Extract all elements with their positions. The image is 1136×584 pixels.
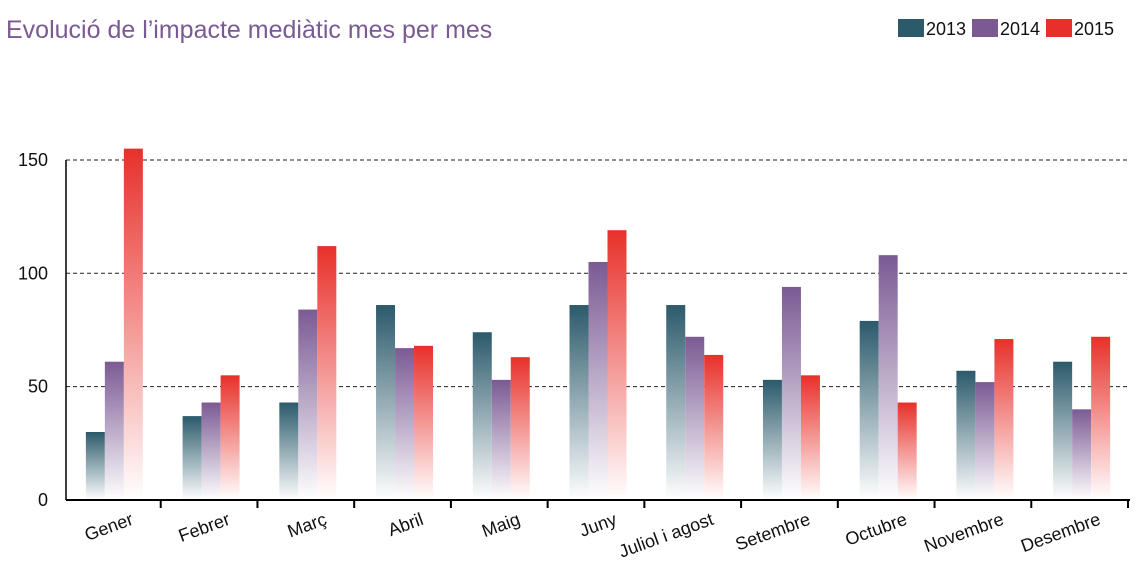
- bar: [201, 402, 221, 500]
- bar: [414, 345, 434, 500]
- bar: [279, 402, 299, 500]
- x-tick-label: Gener: [82, 509, 136, 545]
- bar: [685, 336, 705, 500]
- bar: [588, 261, 608, 500]
- bar: [298, 309, 318, 500]
- bar: [897, 402, 917, 500]
- x-tick-label: Desembre: [1018, 509, 1103, 556]
- legend-swatch: [898, 19, 924, 37]
- bar: [182, 416, 202, 500]
- y-tick-label: 100: [18, 263, 48, 283]
- x-tick-label: Juliol i agost: [616, 509, 716, 562]
- x-tick-label: Febrer: [176, 509, 233, 546]
- x-tick-label: Novembre: [921, 509, 1006, 556]
- y-tick-label: 50: [28, 377, 48, 397]
- x-tick-label: Octubre: [843, 509, 910, 550]
- legend-label: 2013: [926, 19, 966, 39]
- bar: [491, 379, 511, 500]
- legend-swatch: [1046, 19, 1072, 37]
- bar: [1091, 336, 1111, 500]
- bar: [956, 370, 976, 500]
- bar: [781, 286, 801, 500]
- bar: [472, 332, 492, 500]
- x-tick-label: Setembre: [733, 509, 813, 554]
- bar: [1053, 361, 1073, 500]
- bar: [994, 339, 1014, 500]
- bar: [104, 361, 124, 500]
- x-tick-label: Març: [285, 509, 329, 541]
- legend-label: 2014: [1000, 19, 1040, 39]
- bar: [762, 379, 782, 500]
- x-tick-label: Juny: [577, 509, 620, 541]
- bar: [569, 305, 589, 500]
- y-tick-label: 0: [38, 490, 48, 510]
- bar: [878, 255, 898, 500]
- bar: [666, 305, 686, 500]
- chart-title: Evolució de l’impacte mediàtic mes per m…: [6, 16, 492, 44]
- bar: [1072, 409, 1092, 500]
- y-tick-label: 150: [18, 150, 48, 170]
- bar: [975, 382, 995, 500]
- legend-label: 2015: [1074, 19, 1114, 39]
- bar: [85, 431, 105, 500]
- legend-swatch: [972, 19, 998, 37]
- bar: [510, 357, 530, 500]
- x-tick-label: Abril: [385, 509, 426, 540]
- bar: [220, 375, 240, 500]
- bar: [800, 375, 820, 500]
- x-tick-label: Maig: [479, 509, 523, 541]
- bar: [395, 348, 415, 500]
- bar: [607, 230, 627, 501]
- bar: [376, 305, 396, 500]
- bar: [123, 148, 143, 501]
- bar: [704, 354, 724, 500]
- bar: [317, 246, 337, 500]
- bar: [859, 320, 879, 500]
